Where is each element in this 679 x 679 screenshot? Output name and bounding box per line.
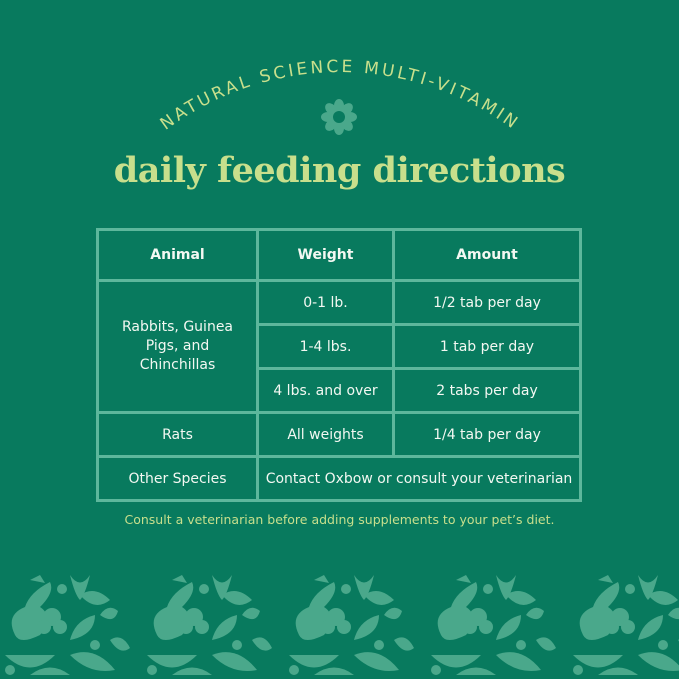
page-title: daily feeding directions [113, 150, 566, 191]
header-animal: Animal [96, 228, 259, 282]
amount-cell: 1 tab per day [392, 323, 582, 370]
animal-cell: Rabbits, Guinea Pigs, and Chinchillas [96, 279, 259, 414]
animal-cell: Rats [96, 411, 259, 458]
arc-heading: NATURAL SCIENCE MULTI-VITAMIN [157, 57, 520, 135]
weight-cell: 1-4 lbs. [256, 323, 395, 370]
animal-text: Rabbits, Guinea Pigs, and Chinchillas [121, 319, 234, 373]
feeding-table: Animal Weight Amount Rabbits, Guinea Pig… [96, 228, 582, 502]
weight-cell: 4 lbs. and over [256, 367, 395, 414]
table-row: Other Species Contact Oxbow or consult y… [96, 455, 582, 502]
table-row: Rats All weights 1/4 tab per day [96, 411, 582, 458]
table-row: Rabbits, Guinea Pigs, and Chinchillas 0-… [96, 279, 582, 414]
weight-cell: All weights [256, 411, 395, 458]
animal-cell: Other Species [96, 455, 259, 502]
table-row: 1-4 lbs. 1 tab per day [98, 323, 582, 370]
flower-icon [321, 99, 357, 135]
other-note-cell: Contact Oxbow or consult your veterinari… [256, 455, 582, 502]
weight-cell: 0-1 lb. [256, 279, 395, 326]
amount-cell: 1/4 tab per day [392, 411, 582, 458]
table-row: 4 lbs. and over 2 tabs per day [98, 367, 582, 414]
header-amount: Amount [392, 228, 582, 282]
amount-cell: 2 tabs per day [392, 367, 582, 414]
amount-cell: 1/2 tab per day [392, 279, 582, 326]
animal-plant-pattern [5, 575, 679, 675]
footnote: Consult a veterinarian before adding sup… [124, 512, 555, 527]
header-weight: Weight [256, 228, 395, 282]
table-header-row: Animal Weight Amount [96, 228, 582, 282]
